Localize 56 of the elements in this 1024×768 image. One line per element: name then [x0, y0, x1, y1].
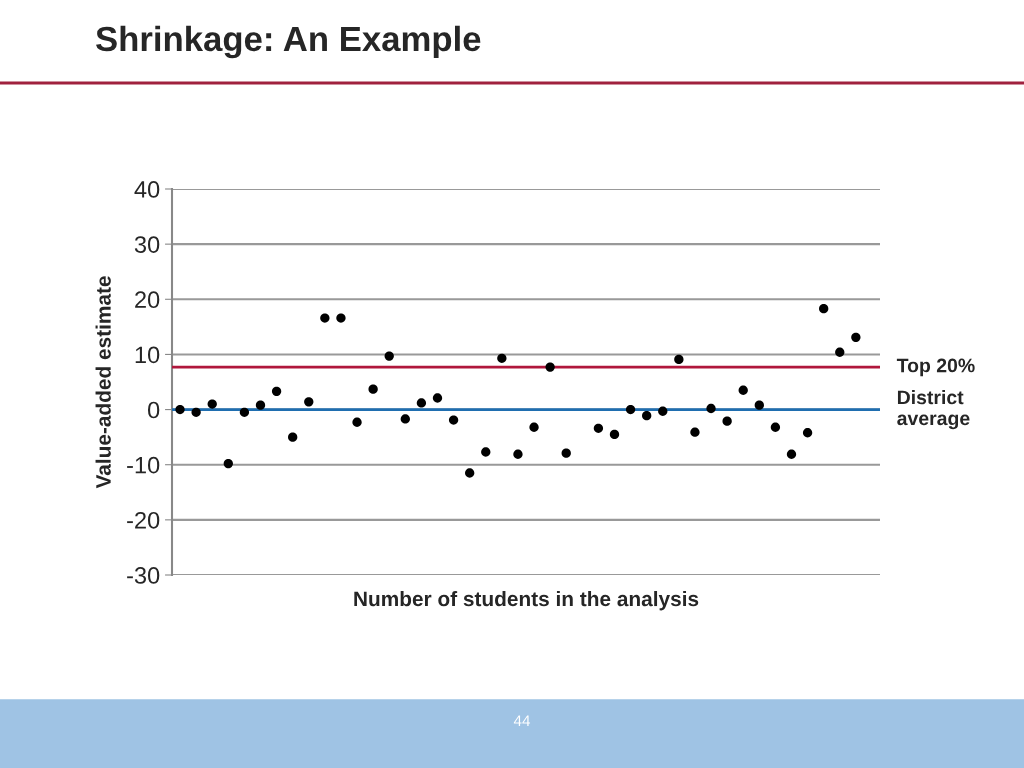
point [384, 351, 394, 361]
point [432, 393, 443, 403]
y-tick-label: 30 [134, 236, 160, 253]
text: 44 [513, 715, 531, 726]
point [320, 313, 330, 323]
y-tick-label: 10 [135, 346, 160, 364]
point [545, 362, 555, 372]
point [819, 304, 829, 314]
point [593, 423, 604, 433]
point [642, 410, 652, 421]
point [416, 398, 427, 408]
point [690, 427, 700, 437]
point [239, 407, 250, 417]
point [481, 447, 491, 457]
ref-line-label: District average [897, 389, 970, 430]
point [175, 404, 185, 415]
y-tick-label: -10 [127, 456, 160, 474]
y-tick-label: 20 [135, 291, 160, 309]
point [513, 449, 523, 459]
point [255, 400, 266, 410]
point [658, 406, 668, 416]
point [786, 449, 797, 459]
point [400, 414, 410, 424]
point [609, 429, 620, 440]
point [223, 458, 233, 469]
point [191, 407, 201, 417]
point [674, 354, 684, 365]
y-tick-label: -20 [127, 511, 160, 529]
point [722, 416, 732, 426]
point [497, 353, 507, 363]
point [738, 385, 748, 395]
point [802, 428, 813, 438]
y-tick-label: 0 [147, 401, 160, 419]
point [448, 415, 459, 425]
y-tick-label: -30 [127, 567, 160, 584]
point [207, 399, 217, 409]
y-axis-title: Value-added estimate [95, 276, 111, 489]
point [529, 422, 539, 432]
point [625, 404, 636, 415]
point [352, 417, 362, 427]
x-axis-title: Number of students in the analysis [354, 590, 699, 611]
point [368, 384, 378, 394]
point [561, 448, 571, 458]
ref-line-label: Top 20% [896, 358, 975, 377]
point [288, 432, 298, 442]
point [754, 400, 764, 410]
point [465, 468, 475, 478]
chart-title: Shrinkage: An Example [96, 25, 481, 59]
point [770, 422, 781, 432]
point [336, 313, 346, 323]
point [851, 332, 861, 342]
point [706, 403, 716, 414]
y-tick-label: 40 [134, 181, 160, 198]
point [835, 347, 845, 357]
point [304, 397, 314, 407]
point [271, 386, 282, 397]
